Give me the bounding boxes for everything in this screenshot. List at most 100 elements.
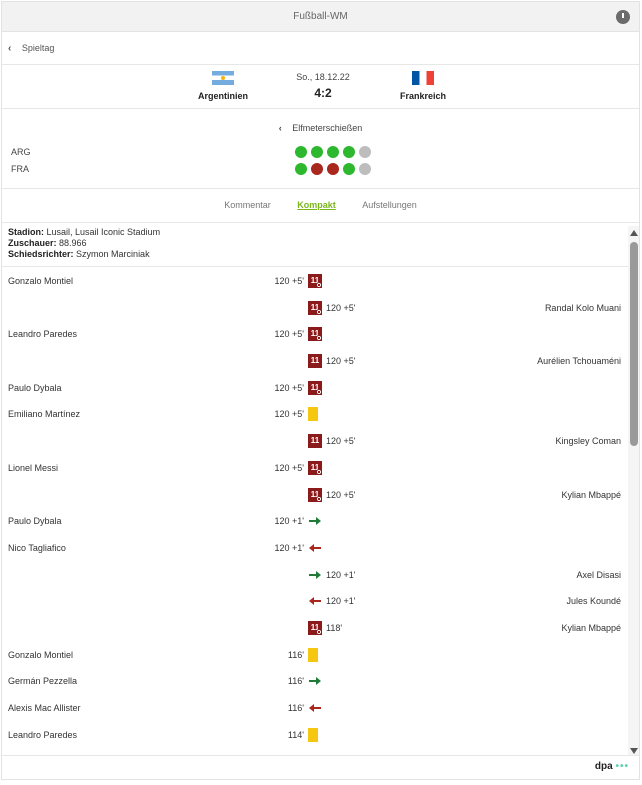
event-time: 120 +5' <box>274 276 305 286</box>
event-player: Leandro Paredes <box>8 729 78 740</box>
shootout-row-label: FRA <box>11 164 29 174</box>
shootout-dots-fra <box>295 163 371 175</box>
stadium-label: Stadion: <box>8 227 44 237</box>
event-icon <box>308 674 322 690</box>
event-player: Lionel Messi <box>8 462 59 473</box>
match-date: So., 18.12.22 <box>296 72 350 82</box>
event-row: Emiliano Martínez 120 +5' <box>2 401 627 428</box>
event-icon <box>308 407 318 423</box>
event-icon: 11 <box>308 487 322 502</box>
event-icon <box>308 727 318 744</box>
away-team-name: Frankreich <box>399 91 447 101</box>
event-icon <box>308 594 322 610</box>
home-team-name: Argentinien <box>197 91 248 101</box>
event-player: Paulo Dybala <box>8 516 62 527</box>
penalty-scored-dot <box>311 146 323 158</box>
event-time: 120 +5' <box>326 302 356 313</box>
event-player: Nico Tagliafico <box>8 542 66 553</box>
event-player: Kylian Mbappé <box>561 622 621 633</box>
event-icon: 11 <box>308 380 322 395</box>
event-row: Paulo Dybala 120 +5' 11 <box>2 375 627 402</box>
scroll-down-icon[interactable] <box>630 748 638 754</box>
event-row: Jules Koundé 120 +1' <box>2 588 627 615</box>
event-player: Emiliano Martínez <box>8 409 81 420</box>
shootout-dots-arg <box>295 146 371 158</box>
tab-kompakt[interactable]: Kompakt <box>297 200 336 210</box>
penalty-scored-icon: 11 <box>308 274 322 288</box>
chevron-left-icon: ‹ <box>8 43 12 54</box>
event-row: Kylian Mbappé 118' 11 <box>2 615 627 642</box>
scrollbar[interactable] <box>628 226 639 758</box>
event-player: Gonzalo Montiel <box>8 276 74 286</box>
scrollbar-thumb[interactable] <box>630 242 638 446</box>
event-time: 120 +5' <box>326 436 356 447</box>
penalty-scored-icon: 11 <box>308 327 322 342</box>
event-time: 120 +1' <box>326 569 356 580</box>
event-time: 120 +1' <box>274 542 305 553</box>
event-row: Kylian Mbappé 120 +5' 11 <box>2 482 627 509</box>
back-link[interactable]: ‹ Spieltag <box>2 32 639 65</box>
penalty-scored-icon: 11 <box>308 380 322 395</box>
arrow-left-icon <box>308 701 322 715</box>
event-row: Germán Pezzella 116' <box>2 668 627 695</box>
shootout-toggle[interactable]: ‹ Elfmeterschießen <box>2 123 639 133</box>
penalty-scored-icon: 11 <box>308 620 322 635</box>
scroll-up-icon[interactable] <box>630 230 638 236</box>
event-icon: 11 <box>308 300 322 315</box>
arrow-right-icon <box>308 568 322 582</box>
event-player: Paulo Dybala <box>8 382 62 393</box>
event-icon: 11 <box>308 327 322 342</box>
event-icon: 11 <box>308 274 322 288</box>
penalty-missed-dot <box>311 163 323 175</box>
penalty-scored-dot <box>327 146 339 158</box>
tab-kommentar[interactable]: Kommentar <box>224 200 271 210</box>
tab-aufstellungen[interactable]: Aufstellungen <box>362 200 417 210</box>
attendance-line: Zuschauer: 88.966 <box>8 238 633 249</box>
event-time: 120 +5' <box>326 356 356 367</box>
arrow-left-icon <box>308 594 322 608</box>
match-info: Stadion: Lusail, Lusail Iconic Stadium Z… <box>2 223 639 267</box>
event-row: Leandro Paredes 114' <box>2 722 627 749</box>
event-row: Gonzalo Montiel 116' <box>2 642 627 669</box>
argentina-flag-icon <box>212 71 234 85</box>
event-icon <box>308 514 322 530</box>
event-time: 120 +5' <box>274 382 305 393</box>
penalty-scored-dot <box>295 146 307 158</box>
event-icon <box>308 568 322 584</box>
event-icon: 11 <box>308 460 322 475</box>
arrow-right-icon <box>308 674 322 688</box>
event-time: 118' <box>326 622 343 633</box>
dpa-logo: dpa ••• <box>595 761 629 772</box>
clock-icon[interactable] <box>616 10 630 24</box>
arrow-right-icon <box>308 514 322 528</box>
event-time: 120 +1' <box>326 596 356 607</box>
penalty-missed-icon: 11 <box>308 434 322 449</box>
event-row: Axel Disasi 120 +1' <box>2 562 627 589</box>
event-icon: 11 <box>308 434 322 449</box>
penalty-scored-dot <box>295 163 307 175</box>
event-icon: 11 <box>308 620 322 635</box>
event-time: 120 +5' <box>274 329 305 340</box>
event-player: Leandro Paredes <box>8 329 78 340</box>
penalty-scored-dot <box>343 163 355 175</box>
penalty-scored-icon: 11 <box>308 460 322 475</box>
stadium-line: Stadion: Lusail, Lusail Iconic Stadium <box>8 227 633 238</box>
penalty-scored-dot <box>343 146 355 158</box>
arrow-left-icon <box>308 541 322 555</box>
event-time: 120 +5' <box>326 489 356 500</box>
event-time: 120 +5' <box>274 462 305 473</box>
event-player: Gonzalo Montiel <box>8 649 74 660</box>
event-row: Alexis Mac Allister 116' <box>2 695 627 722</box>
event-player: Germán Pezzella <box>8 676 78 687</box>
penalty-missed-dot <box>327 163 339 175</box>
event-player: Aurélien Tchouaméni <box>537 356 621 367</box>
match-score: 4:2 <box>314 86 332 100</box>
yellow-card-icon <box>308 647 318 662</box>
penalty-none-dot <box>359 146 371 158</box>
attendance-value: 88.966 <box>59 238 87 248</box>
event-player: Axel Disasi <box>576 569 621 580</box>
attendance-label: Zuschauer: <box>8 238 57 248</box>
referee-line: Schiedsrichter: Szymon Marciniak <box>8 249 633 260</box>
away-team: Frankreich <box>378 71 468 101</box>
